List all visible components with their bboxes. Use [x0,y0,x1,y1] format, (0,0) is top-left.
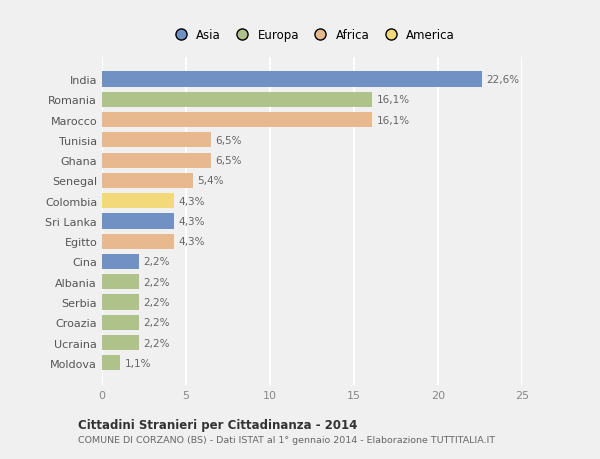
Text: 2,2%: 2,2% [143,338,170,348]
Legend: Asia, Europa, Africa, America: Asia, Europa, Africa, America [164,24,460,46]
Text: 2,2%: 2,2% [143,318,170,328]
Bar [102,274,139,290]
Bar [102,93,373,108]
Text: 22,6%: 22,6% [486,75,519,85]
Text: 1,1%: 1,1% [125,358,151,368]
Bar [102,315,139,330]
Bar [102,295,139,310]
Text: 6,5%: 6,5% [215,135,242,146]
Text: 16,1%: 16,1% [377,115,410,125]
Text: 4,3%: 4,3% [178,217,205,226]
Text: 4,3%: 4,3% [178,196,205,206]
Text: 16,1%: 16,1% [377,95,410,105]
Bar [102,153,211,168]
Bar [102,174,193,189]
Bar [102,214,174,229]
Text: 5,4%: 5,4% [197,176,223,186]
Bar [102,113,373,128]
Bar [102,234,174,249]
Text: 6,5%: 6,5% [215,156,242,166]
Text: 4,3%: 4,3% [178,237,205,246]
Bar [102,355,121,370]
Bar [102,133,211,148]
Text: 2,2%: 2,2% [143,277,170,287]
Bar [102,194,174,209]
Bar [102,254,139,269]
Bar [102,335,139,350]
Text: 2,2%: 2,2% [143,297,170,308]
Text: COMUNE DI CORZANO (BS) - Dati ISTAT al 1° gennaio 2014 - Elaborazione TUTTITALIA: COMUNE DI CORZANO (BS) - Dati ISTAT al 1… [78,436,495,444]
Bar [102,73,482,88]
Text: Cittadini Stranieri per Cittadinanza - 2014: Cittadini Stranieri per Cittadinanza - 2… [78,418,358,431]
Text: 2,2%: 2,2% [143,257,170,267]
